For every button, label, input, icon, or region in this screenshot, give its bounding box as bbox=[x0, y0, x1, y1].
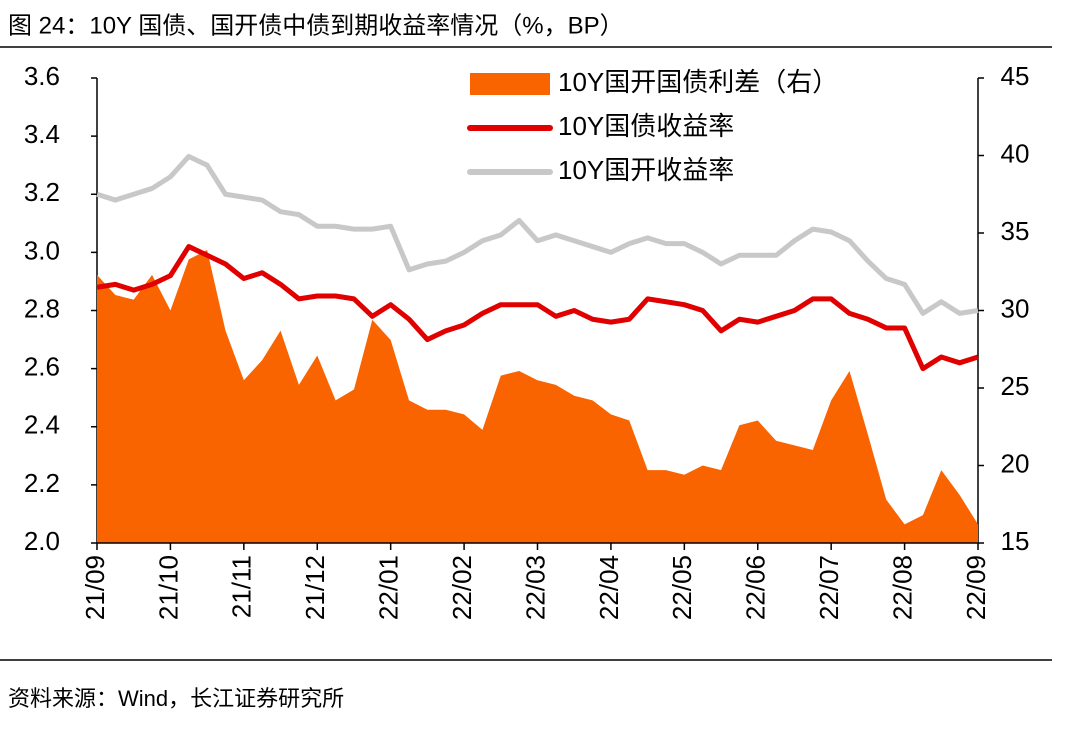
x-tick-label: 22/01 bbox=[374, 555, 404, 620]
x-tick-label: 22/07 bbox=[814, 555, 844, 620]
y-tick-label: 2.2 bbox=[24, 468, 60, 498]
legend-label: 10Y国债收益率 bbox=[558, 111, 734, 141]
y-tick-label: 2.8 bbox=[24, 293, 60, 323]
spread-area bbox=[97, 250, 978, 544]
x-tick-label: 21/11 bbox=[227, 555, 257, 618]
yield-line bbox=[96, 244, 979, 372]
x-tick-label: 22/09 bbox=[961, 555, 991, 620]
legend-swatch bbox=[470, 73, 550, 95]
x-tick-label: 22/05 bbox=[667, 555, 697, 620]
x-tick-label: 21/10 bbox=[153, 555, 183, 620]
x-tick-label: 22/02 bbox=[447, 555, 477, 620]
y-tick-label: 2.4 bbox=[24, 410, 60, 440]
legend-label: 10Y国开收益率 bbox=[558, 155, 734, 185]
y2-tick-label: 40 bbox=[1001, 138, 1030, 168]
y2-tick-label: 45 bbox=[1001, 61, 1030, 91]
x-tick-label: 22/06 bbox=[741, 555, 771, 620]
legend-label: 10Y国开国债利差（右） bbox=[558, 67, 838, 97]
y2-tick-label: 35 bbox=[1001, 216, 1030, 246]
x-tick-label: 22/03 bbox=[520, 555, 550, 620]
x-tick-label: 22/04 bbox=[594, 555, 624, 620]
yield-line bbox=[96, 153, 979, 316]
y2-tick-label: 15 bbox=[1001, 526, 1030, 556]
y2-tick-label: 20 bbox=[1001, 448, 1030, 478]
y-tick-label: 3.6 bbox=[24, 61, 60, 91]
source-note: 资料来源：Wind，长江证券研究所 bbox=[8, 686, 344, 711]
x-tick-label: 21/12 bbox=[300, 555, 330, 620]
y-tick-label: 2.6 bbox=[24, 352, 60, 382]
y2-tick-label: 25 bbox=[1001, 371, 1030, 401]
y-tick-label: 3.0 bbox=[24, 235, 60, 265]
chart-title: 图 24：10Y 国债、国开债中债到期收益率情况（%，BP） bbox=[8, 12, 624, 39]
x-tick-label: 22/08 bbox=[887, 555, 917, 620]
x-tick-label: 21/09 bbox=[80, 555, 110, 620]
y-tick-label: 2.0 bbox=[24, 526, 60, 556]
y2-tick-label: 30 bbox=[1001, 293, 1030, 323]
y-tick-label: 3.2 bbox=[24, 177, 60, 207]
y-tick-label: 3.4 bbox=[24, 119, 60, 149]
